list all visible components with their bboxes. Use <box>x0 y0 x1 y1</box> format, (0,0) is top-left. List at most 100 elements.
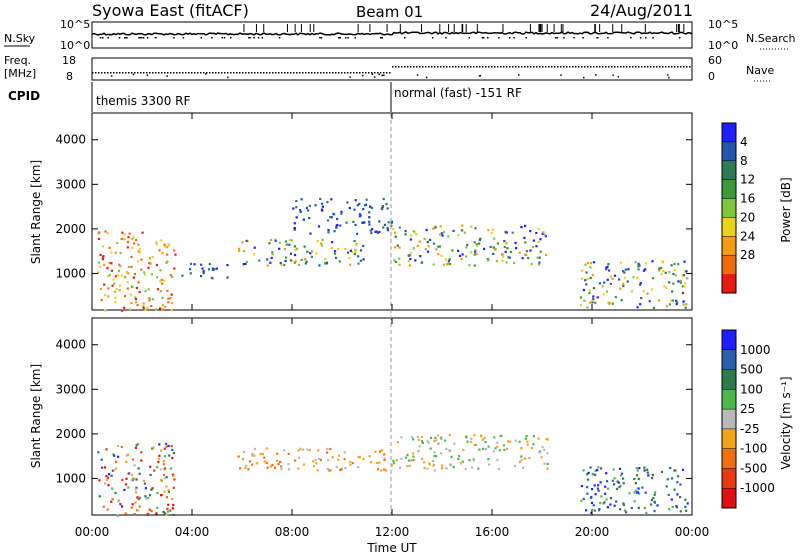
scatter-cell <box>335 226 338 229</box>
scatter-cell <box>106 476 110 479</box>
scatter-cell <box>280 465 283 468</box>
cpid-label: CPID <box>8 89 40 103</box>
scatter-cell <box>465 436 468 439</box>
freq-point <box>278 72 280 74</box>
freq-point <box>422 66 424 68</box>
power-scatter <box>97 197 689 312</box>
scatter-cell <box>303 245 306 248</box>
scatter-cell <box>615 487 619 491</box>
scatter-cell <box>409 252 412 255</box>
colorbar-tick-label: 1000 <box>740 343 771 357</box>
freq-point <box>236 72 238 74</box>
scatter-cell <box>98 479 101 482</box>
colorbar-segment <box>722 123 736 143</box>
x-axis-label: Time UT <box>366 541 417 554</box>
scatter-cell <box>163 477 166 480</box>
nsearch-label: N.Search <box>746 32 796 45</box>
scatter-cell <box>164 305 167 308</box>
scatter-cell <box>589 276 592 280</box>
scatter-cell <box>111 284 114 287</box>
scatter-cell <box>671 477 674 480</box>
scatter-cell <box>619 484 622 487</box>
scatter-cell <box>532 443 535 446</box>
scatter-cell <box>269 261 272 264</box>
freq-point <box>371 72 373 74</box>
scatter-cell <box>362 457 365 461</box>
scatter-cell <box>149 473 152 476</box>
scatter-cell <box>445 467 448 470</box>
scatter-cell <box>639 282 642 285</box>
scatter-cell <box>174 253 177 256</box>
scatter-cell <box>156 276 159 279</box>
scatter-cell <box>130 506 133 509</box>
nsearch-point <box>257 37 260 39</box>
scatter-cell <box>165 496 168 499</box>
scatter-cell <box>326 451 329 454</box>
freq-point <box>500 66 502 68</box>
scatter-cell <box>285 243 288 246</box>
nsearch-point <box>101 37 104 39</box>
freq-point <box>479 66 481 68</box>
scatter-cell <box>437 253 440 256</box>
nsky-series <box>91 31 693 36</box>
scatter-cell <box>444 439 447 442</box>
scatter-cell <box>473 264 476 267</box>
scatter-cell <box>336 223 339 227</box>
scatter-cell <box>349 460 352 463</box>
scatter-cell <box>357 466 360 469</box>
scatter-cell <box>441 464 444 467</box>
scatter-cell <box>166 260 169 263</box>
scatter-cell <box>335 465 338 468</box>
scatter-cell <box>292 207 295 210</box>
scatter-cell <box>491 228 494 231</box>
scatter-cell <box>394 235 397 238</box>
scatter-cell <box>684 306 687 309</box>
scatter-cell <box>673 268 676 272</box>
scatter-cell <box>421 441 424 444</box>
scatter-cell <box>326 201 329 204</box>
scatter-cell <box>130 478 133 481</box>
freq-point <box>557 66 559 68</box>
freq-point <box>539 66 541 68</box>
scatter-cell <box>167 488 170 492</box>
scatter-cell <box>115 460 118 463</box>
scatter-cell <box>636 306 639 309</box>
scatter-cell <box>622 282 625 285</box>
scatter-cell <box>337 458 340 461</box>
freq-point <box>590 66 592 68</box>
freq-point <box>347 72 349 74</box>
scatter-cell <box>520 447 523 450</box>
scatter-cell <box>686 277 689 280</box>
scatter-cell <box>326 467 329 471</box>
freq-point <box>203 72 205 74</box>
scatter-cell <box>538 451 541 454</box>
scatter-cell <box>324 257 327 260</box>
scatter-cell <box>586 306 589 309</box>
scatter-cell <box>519 460 522 464</box>
scatter-cell <box>117 269 120 272</box>
scatter-cell <box>535 245 538 248</box>
scatter-cell <box>103 466 107 469</box>
scatter-cell <box>500 434 503 437</box>
scatter-cell <box>423 466 426 470</box>
freq-point <box>560 66 562 68</box>
scatter-cell <box>108 246 111 249</box>
scatter-cell <box>462 448 465 452</box>
y-tick-label: 4000 <box>55 338 86 352</box>
scatter-cell <box>628 492 631 495</box>
scatter-cell <box>603 501 606 504</box>
scatter-cell <box>404 230 407 233</box>
scatter-cell <box>349 249 352 252</box>
scatter-cell <box>471 466 474 469</box>
scatter-cell <box>673 488 676 491</box>
scatter-cell <box>167 243 170 246</box>
scatter-cell <box>110 262 113 265</box>
scatter-cell <box>474 249 477 252</box>
scatter-cell <box>672 282 675 285</box>
nave-point <box>416 74 419 76</box>
scatter-cell <box>130 301 133 305</box>
scatter-cell <box>586 492 589 495</box>
scatter-cell <box>352 220 355 223</box>
colorbar-segment <box>722 409 736 430</box>
scatter-cell <box>171 507 175 510</box>
